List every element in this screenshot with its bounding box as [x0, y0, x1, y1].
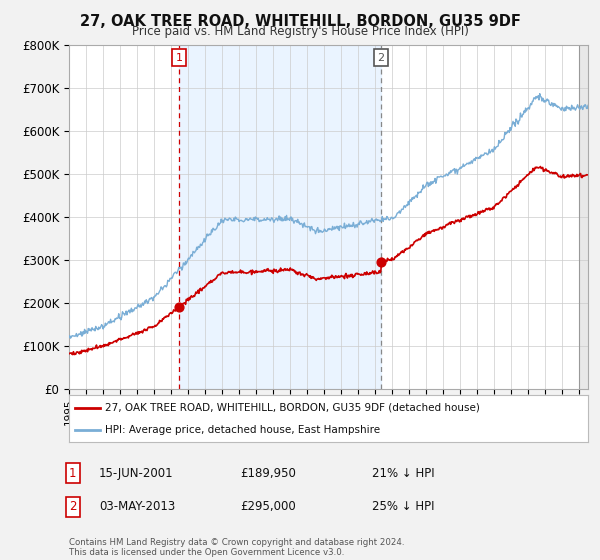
Point — [174, 303, 184, 312]
Text: 27, OAK TREE ROAD, WHITEHILL, BORDON, GU35 9DF: 27, OAK TREE ROAD, WHITEHILL, BORDON, GU… — [80, 14, 520, 29]
Text: Contains HM Land Registry data © Crown copyright and database right 2024.
This d: Contains HM Land Registry data © Crown c… — [69, 538, 404, 557]
Text: 1: 1 — [69, 466, 77, 480]
Text: 25% ↓ HPI: 25% ↓ HPI — [372, 500, 434, 514]
Text: 1: 1 — [175, 53, 182, 63]
Point — [376, 258, 386, 267]
Text: Price paid vs. HM Land Registry's House Price Index (HPI): Price paid vs. HM Land Registry's House … — [131, 25, 469, 38]
Text: 03-MAY-2013: 03-MAY-2013 — [99, 500, 175, 514]
Text: 2: 2 — [377, 53, 385, 63]
Bar — [179, 45, 381, 389]
Text: 27, OAK TREE ROAD, WHITEHILL, BORDON, GU35 9DF (detached house): 27, OAK TREE ROAD, WHITEHILL, BORDON, GU… — [106, 403, 480, 413]
Text: £189,950: £189,950 — [240, 466, 296, 480]
Text: 21% ↓ HPI: 21% ↓ HPI — [372, 466, 434, 480]
Text: 15-JUN-2001: 15-JUN-2001 — [99, 466, 173, 480]
Bar — [580, 45, 588, 389]
Text: HPI: Average price, detached house, East Hampshire: HPI: Average price, detached house, East… — [106, 424, 380, 435]
Text: £295,000: £295,000 — [240, 500, 296, 514]
Text: 2: 2 — [69, 500, 77, 514]
